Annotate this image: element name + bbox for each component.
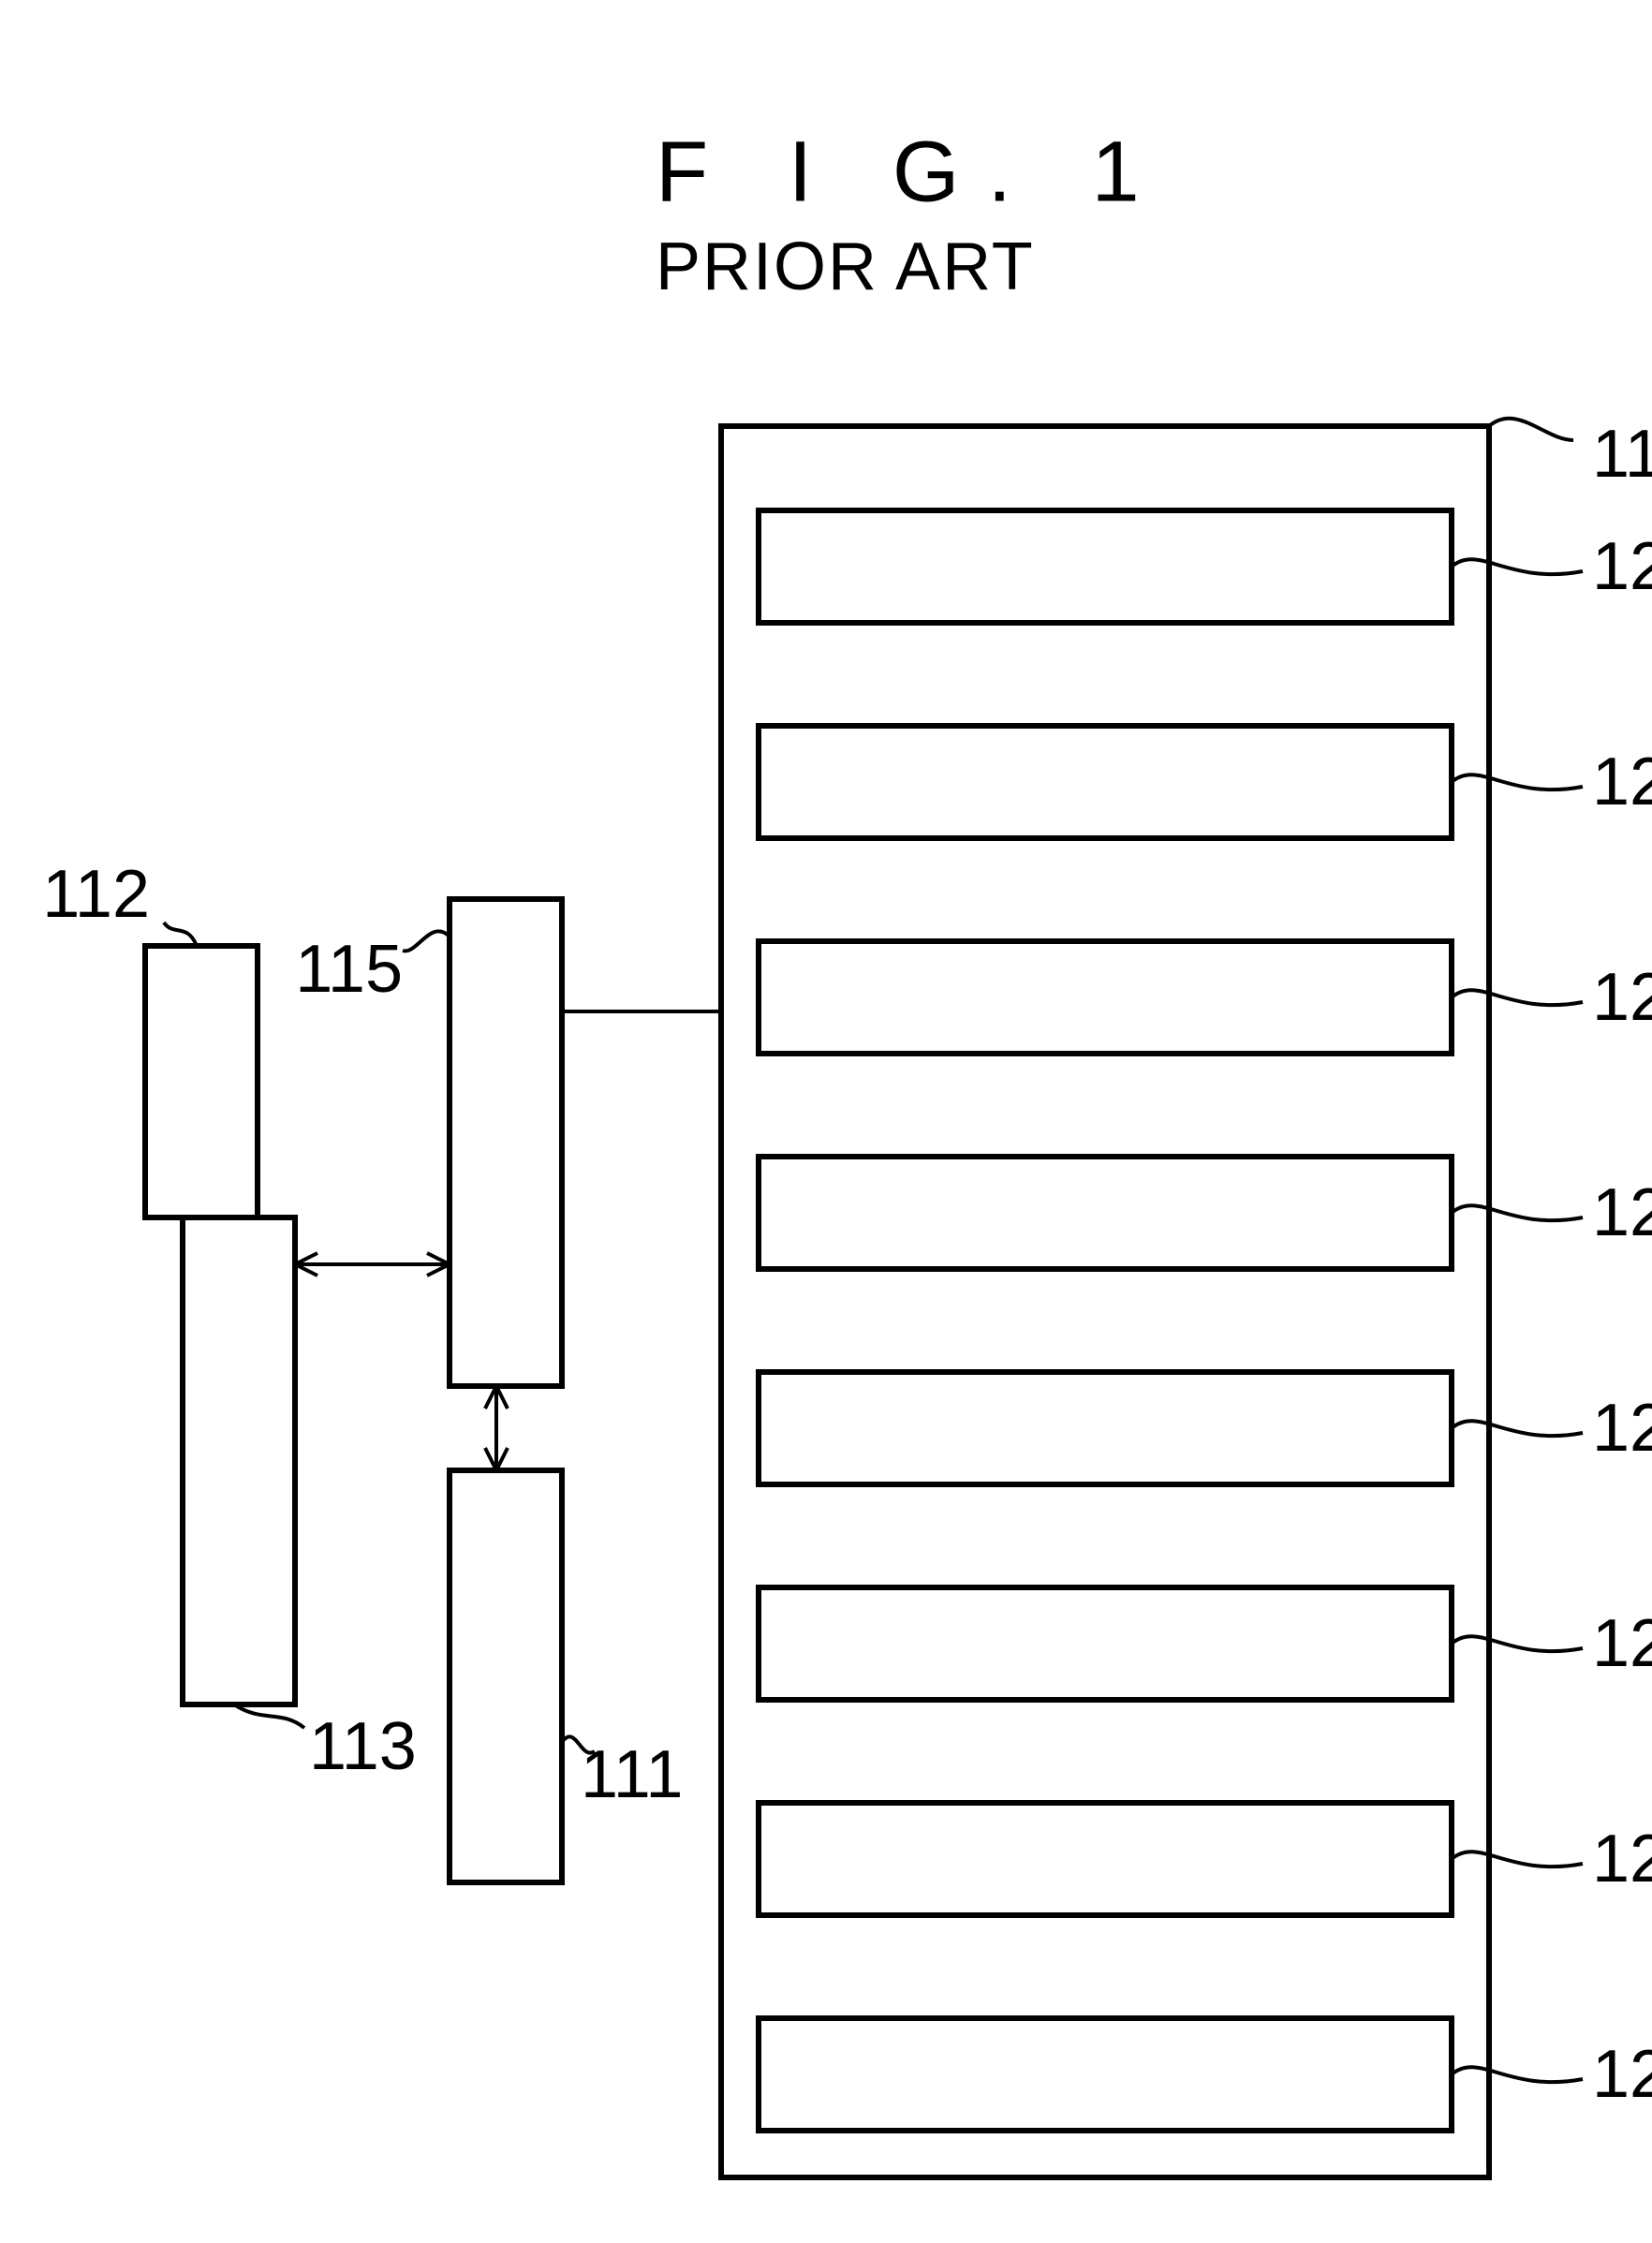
leader-125 (1452, 1421, 1583, 1436)
bar-122 (759, 726, 1452, 838)
bar-126 (759, 1587, 1452, 1700)
label-128: 128 (1592, 2037, 1652, 2112)
block-113 (183, 1217, 295, 1704)
block-115 (450, 899, 562, 1386)
label-112: 112 (42, 857, 150, 932)
label-124: 124 (1592, 1175, 1652, 1250)
bar-127 (759, 1803, 1452, 1915)
leader-113 (234, 1704, 304, 1728)
figure-subtitle: PRIOR ART (656, 229, 1035, 304)
label-121: 121 (1592, 529, 1652, 604)
leader-127 (1452, 1852, 1583, 1867)
leader-115 (403, 931, 450, 951)
leader-121 (1452, 559, 1583, 574)
leader-112 (164, 922, 197, 946)
label-111: 111 (581, 1737, 683, 1812)
leader-124 (1452, 1205, 1583, 1220)
block-112 (145, 946, 258, 1217)
bar-121 (759, 510, 1452, 623)
bar-124 (759, 1157, 1452, 1269)
label-127: 127 (1592, 1822, 1652, 1896)
leader-122 (1452, 775, 1583, 789)
leader-114 (1489, 419, 1573, 440)
label-126: 126 (1592, 1606, 1652, 1681)
label-125: 125 (1592, 1391, 1652, 1466)
label-114: 114 (1592, 417, 1652, 492)
block-111 (450, 1470, 562, 1882)
label-115: 115 (295, 932, 403, 1007)
bar-125 (759, 1372, 1452, 1484)
label-122: 122 (1592, 745, 1652, 819)
leader-128 (1452, 2067, 1583, 2082)
bar-128 (759, 2018, 1452, 2131)
leader-126 (1452, 1636, 1583, 1651)
label-113: 113 (309, 1709, 417, 1784)
leader-123 (1452, 990, 1583, 1005)
label-123: 123 (1592, 960, 1652, 1035)
figure-title: F I G. 1 (656, 124, 1168, 219)
bar-123 (759, 941, 1452, 1054)
